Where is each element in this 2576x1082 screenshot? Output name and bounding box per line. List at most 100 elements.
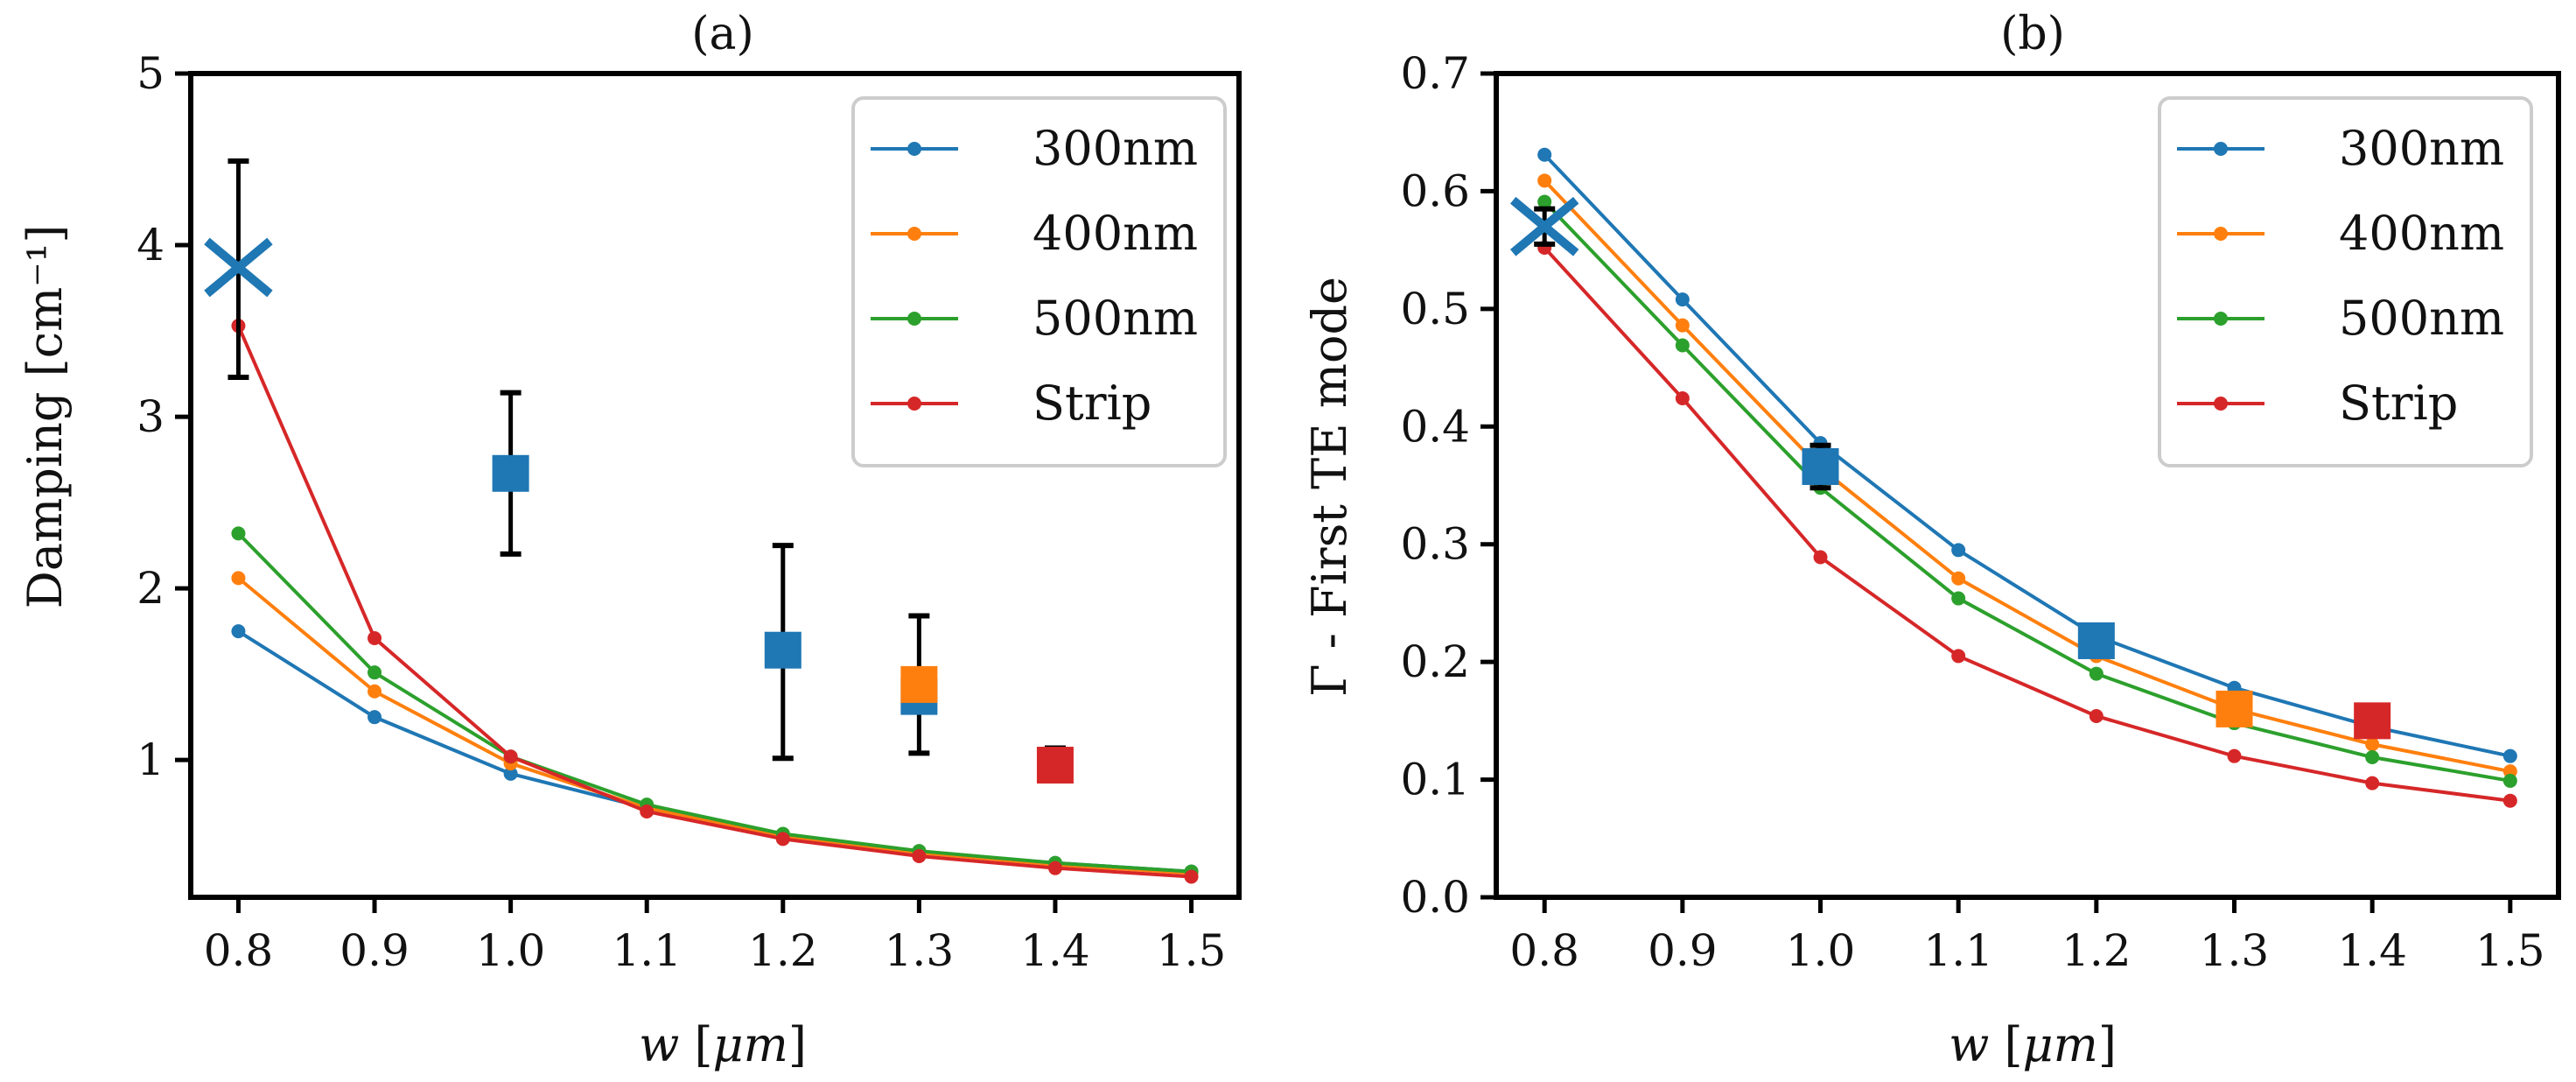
panel-b-xtick-label: 0.8 <box>1509 925 1579 976</box>
panel-a-ytick-label: 5 <box>136 48 164 99</box>
panel-a-frame <box>188 71 1242 900</box>
panel-a-ytick-label: 3 <box>136 391 164 442</box>
legend-label: 500nm <box>2339 291 2504 346</box>
panel-a-series-400nm-line <box>237 576 1192 875</box>
legend-marker <box>907 397 921 411</box>
panel-b-legend-box <box>2158 96 2533 467</box>
panel-a-series-strip-point <box>775 832 790 847</box>
panel-b-series-400nm-point <box>1537 173 1552 188</box>
panel-b-legend-item-300nm: 300nm <box>2177 121 2504 176</box>
panel-a-series-500nm-line <box>237 531 1192 874</box>
panel-a-ytick-label: 4 <box>136 220 164 270</box>
legend-marker <box>2214 142 2228 156</box>
panel-a-ytick-label: 2 <box>136 563 164 614</box>
panel-a-xtick-label: 0.9 <box>340 925 410 976</box>
panel-b-title: (b) <box>2000 8 2065 60</box>
panel-b-series-strip-point <box>2227 748 2242 763</box>
panel-b-series-300nm-point <box>1951 543 1966 558</box>
panel-b-series-300nm-line <box>1543 153 2511 758</box>
legend-label: 400nm <box>1032 206 1198 261</box>
panel-b-series-strip-point <box>2365 776 2380 790</box>
panel-b-series-strip-line <box>1543 246 2511 803</box>
panel-a-xtick-label: 1.4 <box>1020 925 1090 976</box>
legend-marker <box>2214 397 2228 411</box>
panel-b-xtick-label: 0.9 <box>1648 925 1718 976</box>
panel-b-xtick-label: 1.2 <box>2062 925 2132 976</box>
panel-b-ytick-label: 0.2 <box>1400 636 1470 687</box>
panel-b-series <box>1537 147 2517 808</box>
panel-b-ytick-label: 0.3 <box>1400 519 1470 570</box>
panel-b-series-500nm-point <box>1537 194 1552 209</box>
panel-a-series-strip-point <box>912 848 927 863</box>
panel-b-measurement-square-marker <box>1802 447 1839 485</box>
panel-a-legend-item-300nm: 300nm <box>871 121 1198 176</box>
legend-label: 300nm <box>2339 121 2504 176</box>
panel-b-ytick-label: 0.5 <box>1400 284 1470 334</box>
panel-b-xtick-label: 1.1 <box>1923 925 1993 976</box>
panel-a-series-strip-point <box>1184 869 1199 884</box>
panel-a-measurements <box>204 158 1074 784</box>
panel-b-legend-item-strip: Strip <box>2177 376 2458 431</box>
panel-b-series-strip-point <box>1813 550 1828 565</box>
legend-label: Strip <box>2339 376 2458 431</box>
legend-label: 500nm <box>1032 291 1198 346</box>
panel-b-xtick-label: 1.4 <box>2337 925 2407 976</box>
panel-b-measurement-square-marker <box>2216 690 2253 727</box>
panel-b-ytick-label: 0.4 <box>1400 401 1470 452</box>
panel-a: (a) w [μm] Damping [cm⁻¹] 0.8 0.9 1.0 1.1 1.… <box>18 8 1242 1072</box>
panel-a-legend: 300nm 400nm 500nm Strip <box>851 96 1227 467</box>
panel-b-xtick-label: 1.0 <box>1786 925 1856 976</box>
panel-a-legend-box <box>851 96 1227 467</box>
legend-marker <box>2214 227 2228 241</box>
panel-b-series-strip-point <box>1951 649 1966 664</box>
panel-a-ytick-label: 1 <box>136 734 164 785</box>
panel-b-series-400nm-point <box>1675 318 1690 333</box>
panel-b-series-500nm-point <box>2502 773 2517 788</box>
legend-marker <box>907 227 921 241</box>
panel-a-measurement-square-marker <box>492 454 529 492</box>
panel-b-series-500nm-line <box>1543 200 2511 783</box>
panel-b-series-500nm-point <box>1675 338 1690 353</box>
panel-a-xtick-label: 1.3 <box>885 925 955 976</box>
panel-b-series-400nm-line <box>1543 179 2511 774</box>
panel-a-series-400nm-point <box>368 684 382 699</box>
panel-a-series-strip-point <box>640 804 654 819</box>
panel-a-xtick-label: 1.5 <box>1157 925 1227 976</box>
panel-b-measurement-square-marker <box>2354 702 2391 740</box>
panel-b-series-500nm-point <box>2365 750 2380 765</box>
panel-b-xtick-label: 1.3 <box>2200 925 2270 976</box>
panel-b-series-strip-point <box>2502 793 2517 808</box>
panel-b-series-strip-point <box>2089 708 2104 723</box>
panel-a-ticks: 0.8 0.9 1.0 1.1 1.2 1.3 1.4 1.5 1 2 3 4 5 <box>136 48 1226 976</box>
panel-b-measurement-x-marker <box>1509 196 1579 256</box>
panel-b-ytick-label: 0.6 <box>1400 165 1470 216</box>
panel-a-series-300nm-point <box>231 624 246 639</box>
panel-a-series <box>231 319 1199 884</box>
panel-a-legend-item-400nm: 400nm <box>871 206 1198 261</box>
panel-a-series-strip-line <box>236 325 1192 879</box>
panel-b-xlabel: w [μm] <box>1949 1017 2117 1072</box>
panel-b-series-300nm-point <box>1537 147 1552 162</box>
panel-a-series-strip-point <box>503 749 518 764</box>
panel-b-legend-item-500nm: 500nm <box>2177 291 2504 346</box>
panel-a-series-strip-point <box>368 630 382 645</box>
panel-a-series-500nm-point <box>231 526 246 541</box>
panel-b-ytick-label: 0.7 <box>1400 48 1470 99</box>
panel-b-measurements <box>1509 196 2391 740</box>
panel-a-series-300nm-point <box>503 766 518 781</box>
panel-b-series-500nm-point <box>1951 591 1966 606</box>
panel-b-measurement-square-marker <box>2077 622 2115 659</box>
panel-b-legend-item-400nm: 400nm <box>2177 206 2504 261</box>
panel-a-measurement-square-marker <box>764 631 802 669</box>
panel-a-legend-item-strip: Strip <box>871 376 1152 431</box>
panel-a-xlabel: w [μm] <box>639 1017 807 1072</box>
panel-b-ytick-label: 0.0 <box>1400 872 1470 923</box>
legend-label: 300nm <box>1032 121 1198 176</box>
legend-label: Strip <box>1032 376 1152 431</box>
panel-a-xtick-label: 1.2 <box>748 925 818 976</box>
legend-marker <box>907 142 921 156</box>
panel-a-legend-item-500nm: 500nm <box>871 291 1198 346</box>
panel-b-series-300nm-point <box>1675 292 1690 307</box>
panel-a-title: (a) <box>691 8 754 60</box>
